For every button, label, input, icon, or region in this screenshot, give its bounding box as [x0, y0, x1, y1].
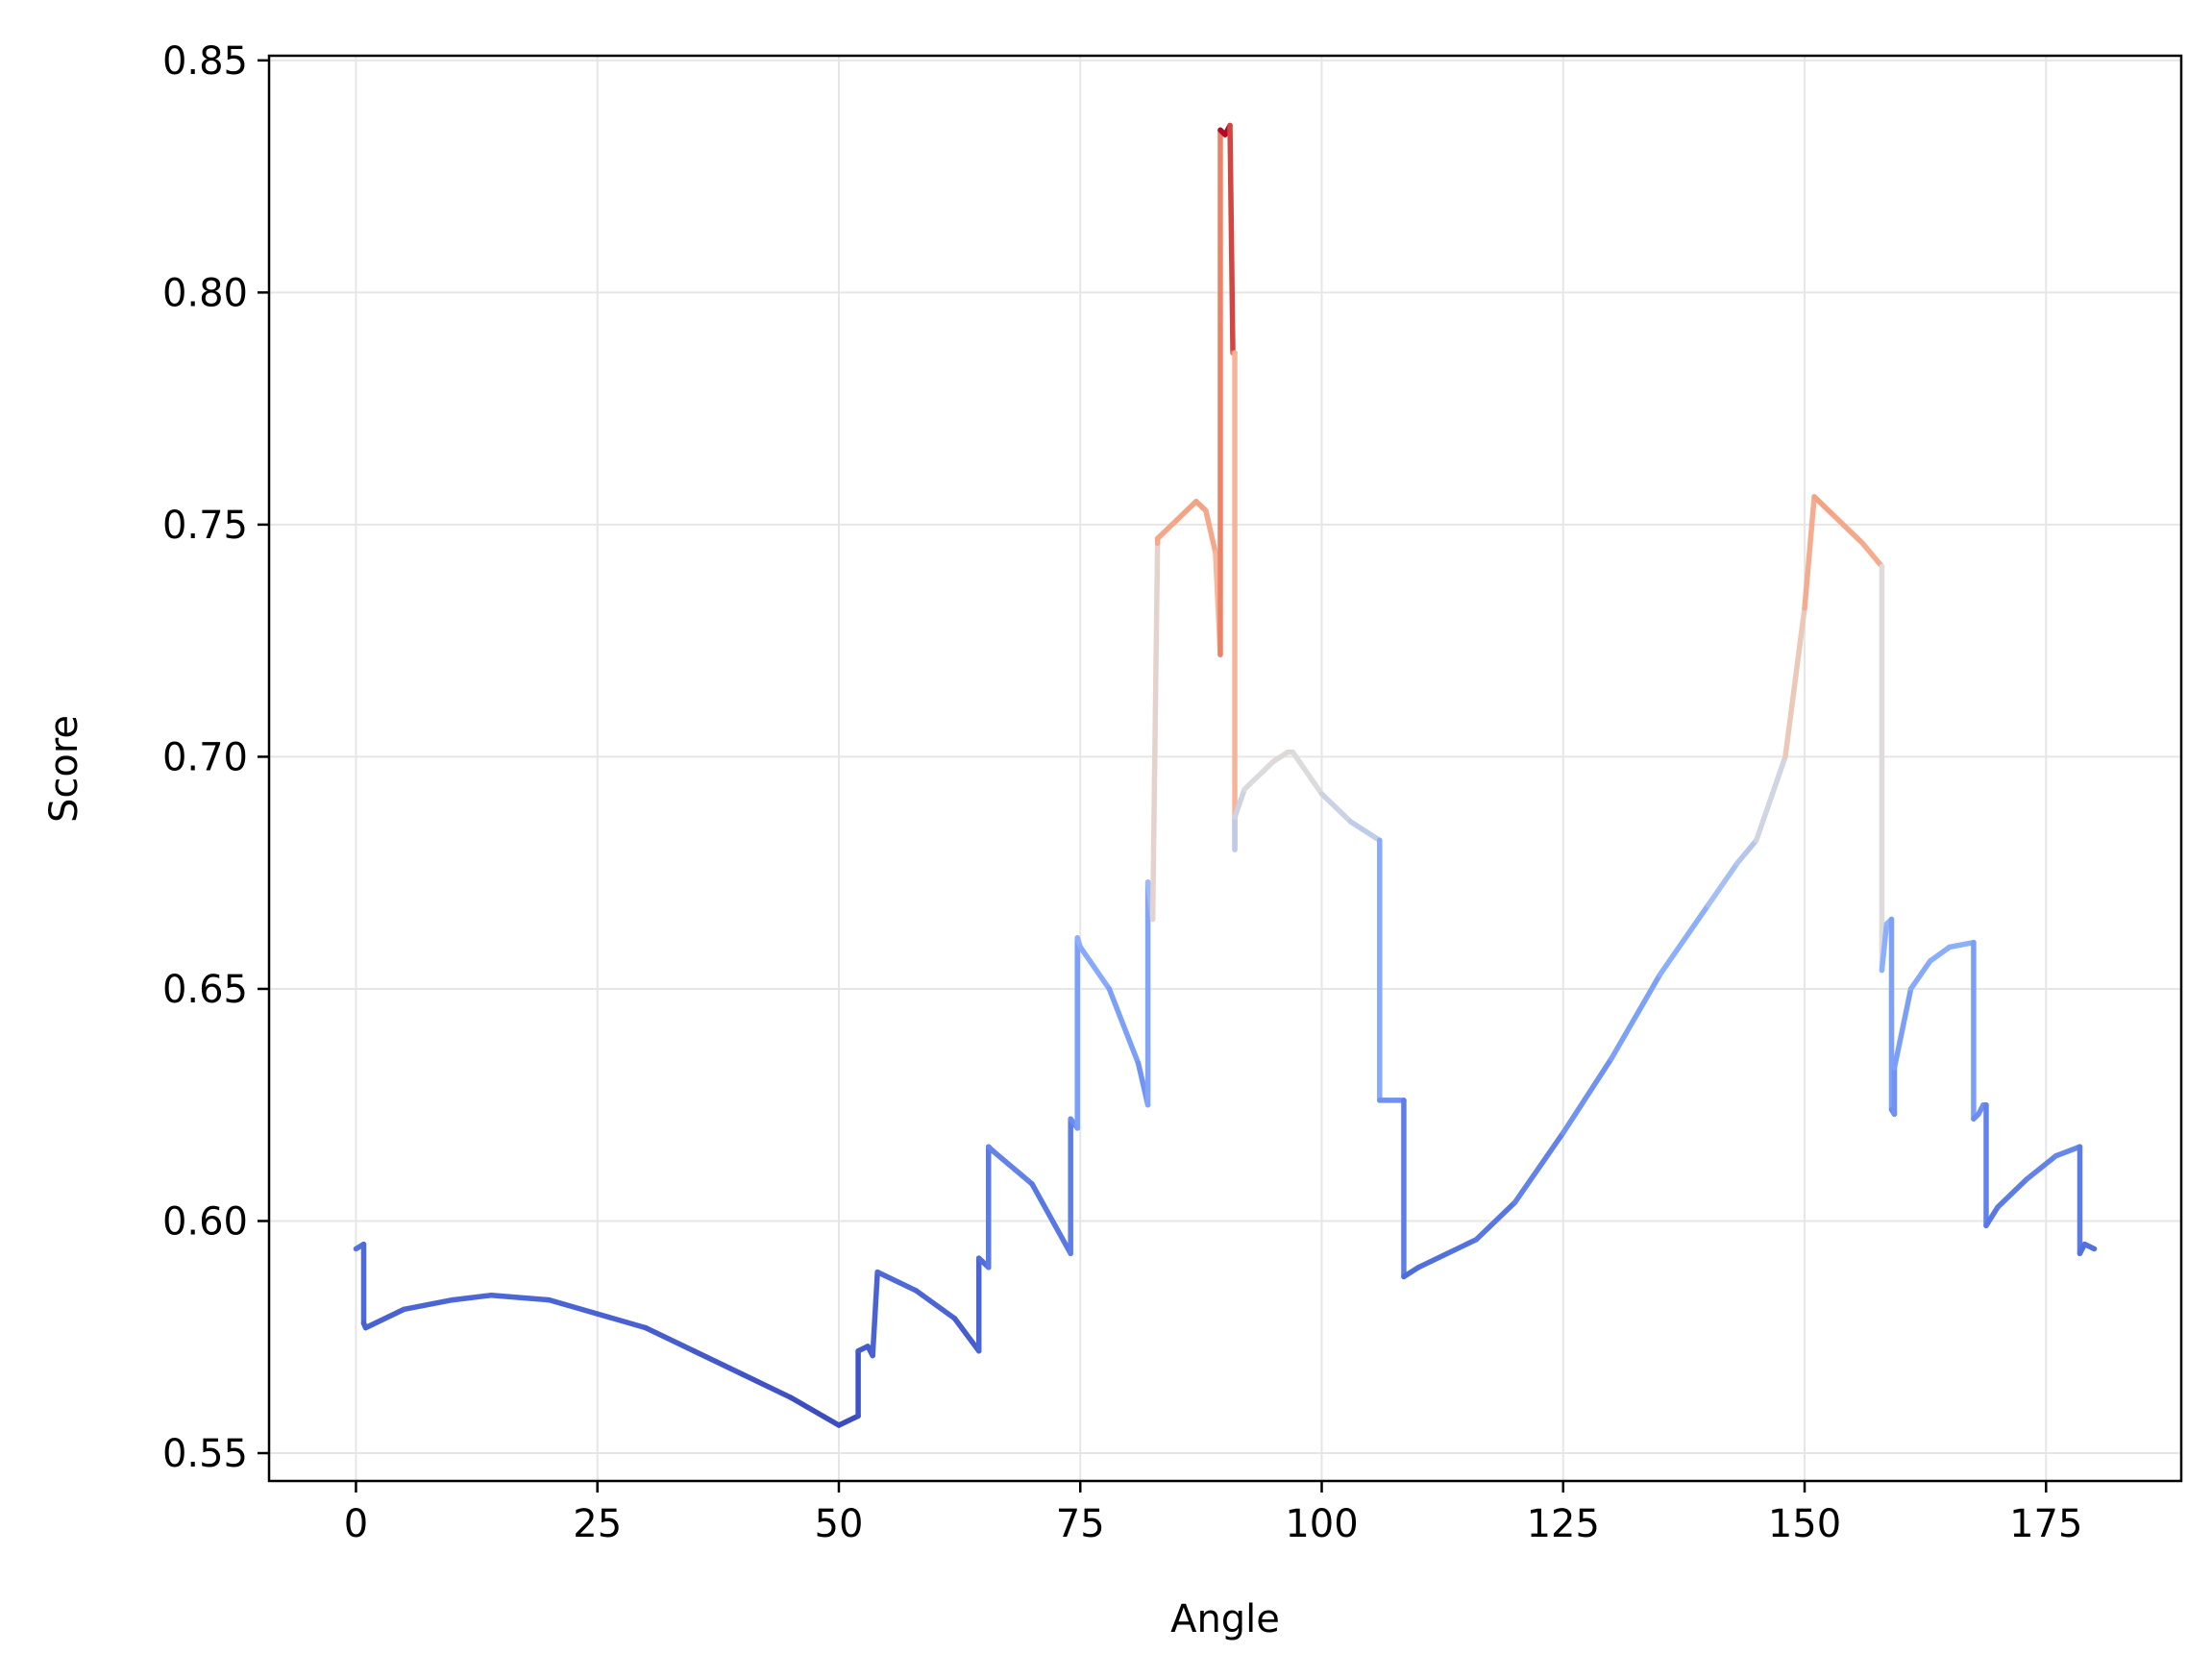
score-line — [353, 122, 2098, 1428]
line-segment — [1831, 512, 1866, 546]
y-axis-label: Score — [42, 715, 86, 823]
line-segment — [2024, 1153, 2059, 1182]
line-segment — [488, 1293, 553, 1303]
x-tick-label: 125 — [1527, 1502, 1600, 1546]
line-segment — [1444, 1237, 1480, 1257]
line-segment — [1811, 494, 1836, 518]
line-segment — [1077, 944, 1113, 992]
line-segment — [836, 1413, 861, 1428]
line-segment — [2081, 1241, 2098, 1252]
x-tick-label: 150 — [1768, 1502, 1841, 1546]
line-segment — [870, 1269, 880, 1359]
x-tick-label: 75 — [1056, 1502, 1105, 1546]
line-segment — [1983, 1204, 2001, 1229]
line-segment — [1203, 507, 1218, 555]
line-segment — [1733, 837, 1759, 867]
line-segment — [1173, 498, 1199, 523]
line-segment — [1401, 1265, 1421, 1280]
line-segment — [739, 1371, 794, 1400]
grid-lines — [269, 56, 2181, 1481]
line-segment — [874, 1269, 920, 1294]
line-segment — [1227, 122, 1236, 356]
line-segment — [1907, 958, 1933, 992]
line-segment — [401, 1296, 455, 1313]
y-tick-label: 0.65 — [162, 968, 248, 1012]
line-segment — [450, 1293, 494, 1303]
line-segment — [1879, 921, 1890, 974]
line-segment — [1891, 986, 1914, 1071]
line-segment — [1270, 749, 1291, 765]
line-segment — [1782, 605, 1807, 760]
y-tick-label: 0.85 — [162, 39, 248, 84]
line-segment — [2052, 1144, 2083, 1159]
line-segment — [1705, 860, 1740, 908]
y-axis-ticks: 0.55 0.60 0.65 0.70 0.75 0.80 0.85 — [162, 39, 269, 1476]
line-segment — [1347, 819, 1383, 844]
line-segment — [643, 1324, 697, 1354]
line-segment — [1995, 1176, 2029, 1210]
line-segment — [951, 1316, 982, 1354]
line-segment — [1318, 791, 1354, 825]
x-axis-label: Angle — [1170, 1597, 1280, 1641]
plot-frame — [267, 54, 2183, 1483]
line-segment — [546, 1296, 601, 1317]
y-tick-label: 0.75 — [162, 504, 248, 548]
line-segment — [1609, 972, 1663, 1062]
line-segment — [1802, 494, 1817, 611]
y-tick-label: 0.70 — [162, 735, 248, 779]
line-segment — [1241, 758, 1277, 792]
line-segment — [1754, 753, 1788, 844]
line-segment — [991, 1148, 1035, 1187]
line-segment — [1859, 540, 1885, 570]
line-segment — [1290, 749, 1325, 797]
line-segment — [362, 1306, 407, 1331]
y-tick-label: 0.55 — [162, 1432, 248, 1476]
line-segment — [1947, 939, 1977, 950]
line-segment — [1232, 786, 1247, 820]
line-segment — [1512, 1129, 1566, 1205]
line-segment — [1657, 902, 1711, 978]
line-segment — [594, 1311, 649, 1331]
x-tick-label: 175 — [2009, 1502, 2082, 1546]
y-tick-label: 0.60 — [162, 1199, 248, 1244]
x-tick-label: 0 — [344, 1502, 368, 1546]
line-segment — [1106, 986, 1142, 1066]
line-segment — [1029, 1181, 1073, 1257]
line-segment — [691, 1347, 746, 1377]
x-axis-ticks: 0 25 50 75 100 125 150 175 — [344, 1481, 2082, 1546]
x-tick-label: 50 — [815, 1502, 864, 1546]
line-segment — [1149, 540, 1161, 923]
line-segment — [913, 1288, 958, 1321]
line-segment — [1473, 1199, 1518, 1243]
line-segment — [1154, 517, 1180, 542]
x-tick-label: 100 — [1285, 1502, 1358, 1546]
line-segment — [1927, 944, 1953, 964]
line-segment — [1561, 1055, 1614, 1136]
line-segment — [1415, 1250, 1450, 1271]
x-tick-label: 25 — [573, 1502, 622, 1546]
y-tick-label: 0.80 — [162, 271, 248, 315]
line-segment — [787, 1394, 842, 1428]
